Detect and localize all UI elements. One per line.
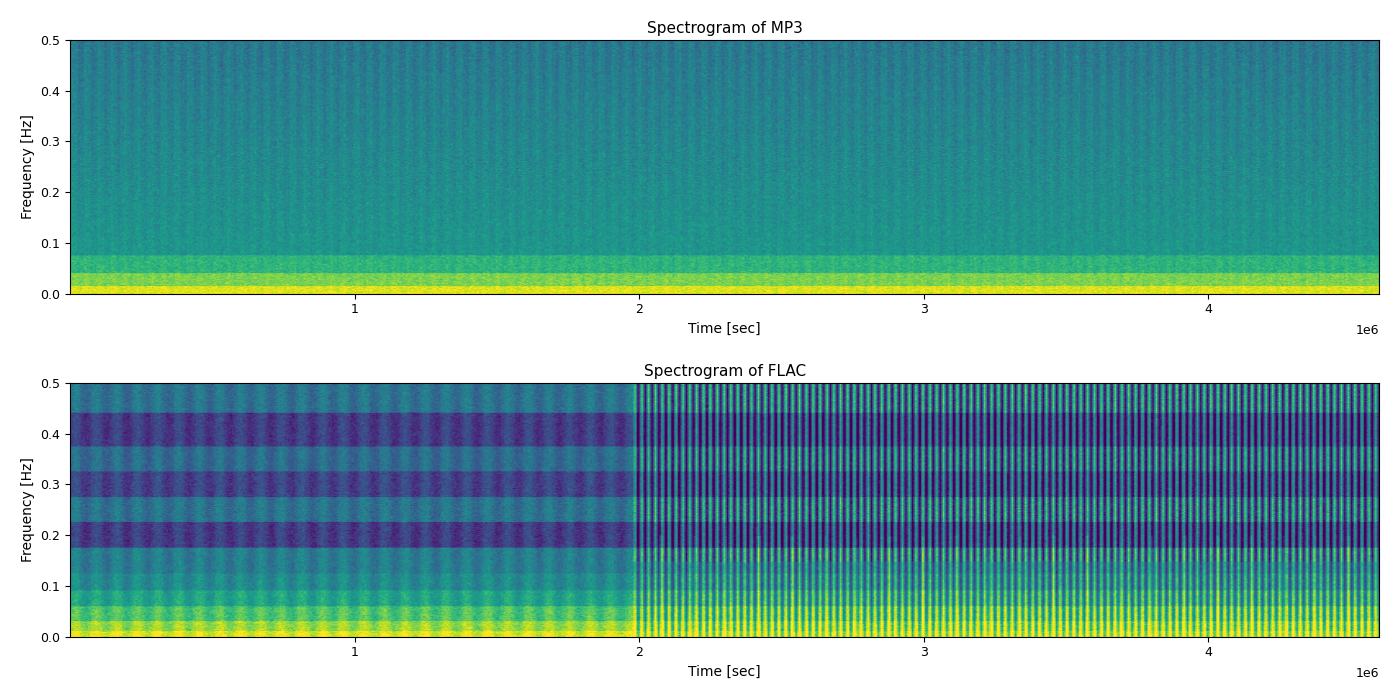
Title: Spectrogram of MP3: Spectrogram of MP3	[647, 21, 802, 36]
X-axis label: Time [sec]: Time [sec]	[689, 665, 762, 679]
Text: 1e6: 1e6	[1355, 667, 1379, 680]
Y-axis label: Frequency [Hz]: Frequency [Hz]	[21, 114, 35, 219]
Title: Spectrogram of FLAC: Spectrogram of FLAC	[644, 364, 806, 379]
Y-axis label: Frequency [Hz]: Frequency [Hz]	[21, 457, 35, 562]
Text: 1e6: 1e6	[1355, 324, 1379, 337]
X-axis label: Time [sec]: Time [sec]	[689, 322, 762, 336]
